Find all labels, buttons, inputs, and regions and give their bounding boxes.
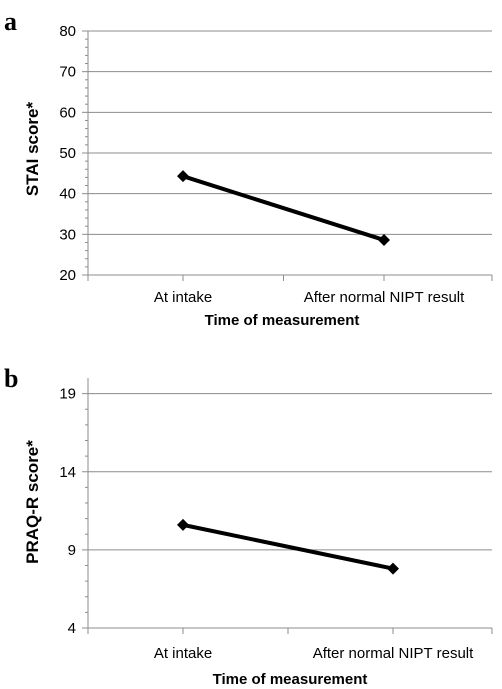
panel-b-data-point [387, 562, 399, 575]
panel-a-x-tick-label: After normal NIPT result [304, 289, 465, 306]
panel-b-data-point [177, 518, 189, 531]
panel-a-y-tick-label: 20 [59, 267, 76, 284]
panel-b-y-tick-label: 9 [68, 542, 76, 559]
panel-a-y-tick-label: 60 [59, 104, 76, 121]
x-axis-title-b: Time of measurement [213, 671, 368, 688]
x-axis-title-a: Time of measurement [205, 312, 360, 329]
panel-a-x-tick-label: At intake [154, 289, 212, 306]
panel-b-series-line [182, 522, 394, 571]
panel-b-x-tick-label: At intake [154, 645, 212, 662]
panel-a-y-tick-label: 40 [59, 186, 76, 203]
y-axis-title-a: STAI score* [23, 102, 42, 197]
panel-a-data-point [177, 170, 189, 183]
chart-panel-a: a STAI score* Time of measurement 20 30 40… [4, 7, 493, 329]
panel-a-y-tick-label: 80 [59, 23, 76, 40]
panel-a-series-line [182, 174, 385, 242]
chart-panel-b: b PRAQ-R score* Time of measurement 4 9 14… [4, 364, 493, 688]
panel-b-y-tick-label: 19 [59, 386, 76, 403]
panel-a-y-tick-label: 70 [59, 64, 76, 81]
panel-a-y-tick-label: 50 [59, 145, 76, 162]
panel-a-data-point [378, 234, 390, 247]
panel-b-x-tick-label: After normal NIPT result [313, 645, 474, 662]
panel-a-y-tick-label: 30 [59, 226, 76, 243]
panel-label-b: b [4, 364, 18, 393]
y-axis-title-b: PRAQ-R score* [23, 440, 42, 564]
panel-b-y-tick-label: 4 [68, 620, 76, 637]
panel-b-y-tick-label: 14 [59, 464, 76, 481]
panel-label-a: a [4, 7, 17, 36]
